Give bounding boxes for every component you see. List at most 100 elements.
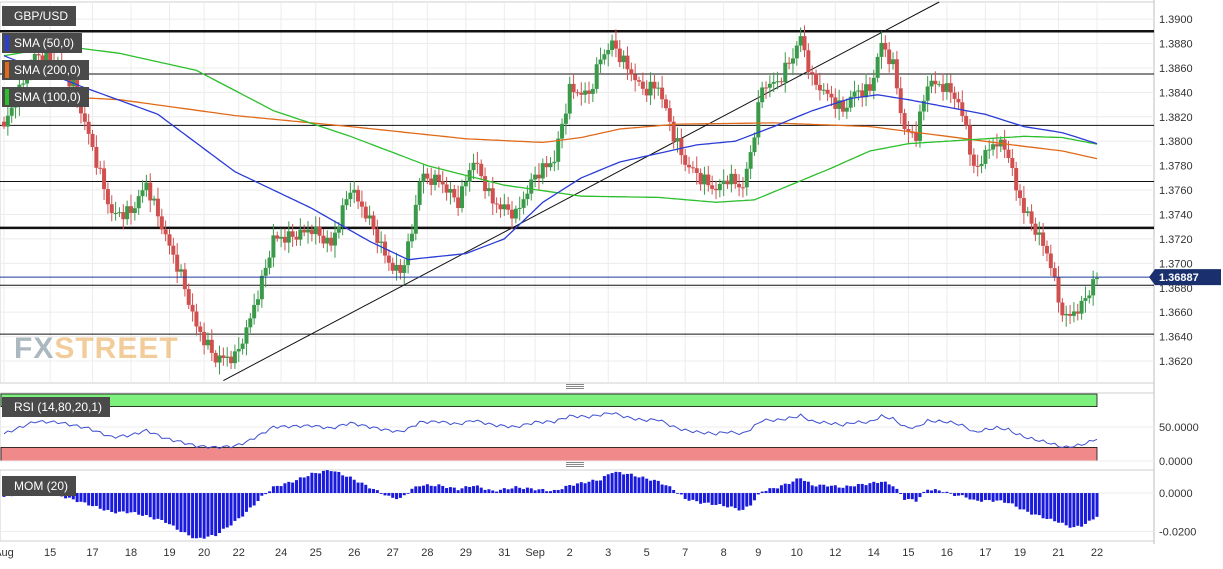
price-y-tick-label-9: 1.3800 (1159, 136, 1193, 148)
mom-bar-78 (302, 477, 306, 494)
candle-body-211 (814, 73, 819, 85)
candle-body-32 (125, 206, 130, 220)
mom-bar-121 (468, 486, 472, 494)
mom-bar-63 (244, 493, 248, 512)
splitter-grip-c-0 (566, 388, 584, 389)
mom-bar-259 (999, 493, 1003, 501)
candle-body-104 (402, 265, 407, 273)
mom-bar-104 (402, 493, 406, 496)
watermark-part2: STREET (54, 332, 179, 365)
x-tick-label-3: 18 (125, 547, 137, 559)
candle-body-273 (1052, 268, 1057, 278)
candle-body-213 (821, 89, 826, 91)
candle-body-141 (544, 163, 549, 168)
mom-bar-27 (106, 493, 110, 510)
sma50-text: SMA (50,0) (14, 36, 75, 50)
candle-body-241 (929, 80, 934, 87)
candle-body-178 (687, 164, 692, 168)
mom-bar-197 (760, 491, 764, 494)
mom-bar-102 (395, 493, 399, 500)
candle-body-45 (175, 254, 180, 272)
candle-body-51 (198, 326, 203, 332)
mom-bar-123 (475, 485, 479, 494)
candle-body-228 (879, 42, 884, 57)
candle-body-127 (490, 188, 495, 204)
mom-bar-209 (806, 481, 810, 494)
candle-body-97 (375, 229, 380, 243)
candle-body-150 (579, 92, 584, 95)
price-y-tick-label-13: 1.3880 (1159, 39, 1193, 51)
mom-bar-168 (649, 480, 653, 494)
candle-body-135 (521, 199, 526, 208)
candle-body-147 (567, 83, 572, 114)
candle-body-198 (764, 87, 769, 89)
candle-body-226 (871, 77, 876, 91)
mom-bar-257 (991, 493, 995, 502)
sma200-label[interactable]: SMA (200,0) (2, 60, 89, 80)
candle-body-224 (864, 84, 869, 98)
candle-body-272 (1048, 253, 1053, 269)
mom-bar-248 (956, 493, 960, 496)
candle-body-103 (398, 264, 403, 273)
splitter-grip-b-1 (566, 464, 584, 465)
mom-bar-276 (1064, 493, 1068, 526)
candle-body-77 (298, 229, 303, 240)
candle-body-57 (221, 355, 226, 358)
mom-bar-105 (406, 493, 410, 494)
mom-label[interactable]: MOM (20) (2, 476, 76, 496)
x-tick-label-10: 27 (387, 547, 399, 559)
sma50-label[interactable]: SMA (50,0) (2, 33, 83, 53)
mom-bar-174 (672, 489, 676, 494)
mom-bar-151 (583, 483, 587, 494)
mom-bar-22 (87, 493, 91, 506)
candle-body-129 (498, 204, 503, 210)
mom-bar-133 (514, 486, 518, 494)
candle-body-204 (787, 62, 792, 64)
candle-body-56 (217, 355, 222, 363)
mom-bar-89 (345, 476, 349, 494)
mom-bar-61 (237, 493, 241, 519)
x-tick-label-29: 22 (1091, 547, 1103, 559)
candle-body-237 (914, 132, 919, 141)
candle-body-206 (794, 45, 799, 59)
mom-bar-59 (229, 493, 233, 526)
candle-body-30 (117, 212, 122, 214)
candle-body-28 (109, 204, 114, 214)
mom-bar-179 (691, 493, 695, 500)
price-y-tick-label-2: 1.3660 (1159, 307, 1193, 319)
mom-bar-160 (618, 472, 622, 494)
mom-bar-116 (448, 487, 452, 494)
mom-bar-237 (914, 493, 918, 502)
x-tick-label-17: 5 (644, 547, 650, 559)
candle-body-244 (941, 84, 946, 92)
mom-bar-130 (502, 488, 506, 494)
candle-body-53 (205, 339, 210, 346)
mom-bar-255 (983, 493, 987, 500)
mom-bar-137 (529, 488, 533, 494)
rsi-label[interactable]: RSI (14,80,20,1) (2, 397, 111, 417)
x-tick-label-6: 22 (233, 547, 245, 559)
candle-body-106 (409, 233, 414, 242)
candle-body-29 (113, 213, 118, 215)
candle-body-48 (186, 289, 191, 305)
candle-body-12 (48, 52, 53, 61)
mom-bar-32 (125, 493, 129, 514)
price-y-tick-label-11: 1.3840 (1159, 87, 1193, 99)
symbol-label[interactable]: GBP/USD (2, 6, 77, 26)
candle-body-190 (733, 173, 738, 184)
x-tick-label-27: 19 (1014, 547, 1026, 559)
x-tick-label-4: 19 (163, 547, 175, 559)
candle-body-113 (436, 174, 441, 182)
sma100-label[interactable]: SMA (100,0) (2, 87, 89, 107)
price-y-tick-label-1: 1.3640 (1159, 332, 1193, 344)
mom-bar-58 (225, 493, 229, 528)
mom-bar-82 (318, 473, 322, 494)
candle-body-132 (510, 209, 515, 219)
candle-body-262 (1010, 158, 1015, 169)
rsi-text: RSI (14,80,20,1) (14, 400, 103, 414)
candle-body-100 (386, 255, 391, 263)
mom-bar-218 (841, 487, 845, 494)
candle-body-229 (883, 42, 888, 50)
mom-bar-101 (391, 493, 395, 498)
mom-bar-246 (949, 492, 953, 494)
